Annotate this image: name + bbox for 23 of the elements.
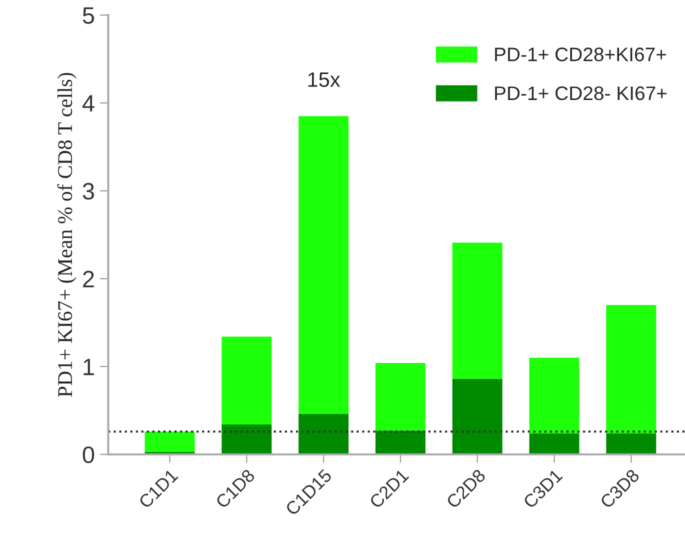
bar xyxy=(375,430,426,454)
y-axis-title: PD1+ KI67+ (Mean % of CD8 T cells) xyxy=(57,72,76,397)
bar xyxy=(144,432,195,452)
bar xyxy=(298,116,349,414)
legend-label: PD-1+ CD28- KI67+ xyxy=(495,86,667,100)
bar xyxy=(529,433,580,454)
bar xyxy=(452,378,502,454)
bar xyxy=(298,414,349,454)
bar xyxy=(529,358,580,434)
y-tick-label: 4 xyxy=(82,95,94,112)
bar xyxy=(375,363,426,431)
y-tick-label: 2 xyxy=(83,270,94,288)
bar xyxy=(222,424,272,454)
bar xyxy=(606,433,656,454)
y-tick-label: 0 xyxy=(82,446,94,464)
y-tick-label: 1 xyxy=(84,358,94,376)
y-tick-label: 5 xyxy=(82,7,94,24)
bar xyxy=(606,305,656,434)
annotation: 15x xyxy=(308,72,340,88)
bar xyxy=(452,242,502,379)
bar xyxy=(222,336,272,425)
legend-label: PD-1+ CD28+KI67+ xyxy=(495,48,666,62)
y-tick-label: 3 xyxy=(82,182,94,200)
